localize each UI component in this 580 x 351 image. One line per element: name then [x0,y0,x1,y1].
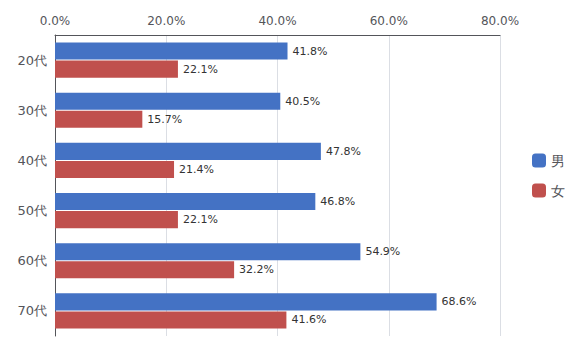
svg-text:80.0%: 80.0% [481,14,519,28]
svg-text:46.8%: 46.8% [320,195,355,208]
svg-text:32.2%: 32.2% [239,263,274,276]
svg-text:50代: 50代 [17,203,47,218]
svg-text:47.8%: 47.8% [326,145,361,158]
svg-text:20.0%: 20.0% [147,14,185,28]
svg-text:22.1%: 22.1% [183,213,218,226]
svg-text:15.7%: 15.7% [147,113,182,126]
svg-text:40.0%: 40.0% [258,14,296,28]
svg-text:60代: 60代 [17,253,47,268]
svg-text:女: 女 [551,183,565,199]
svg-text:60.0%: 60.0% [370,14,408,28]
svg-text:20代: 20代 [17,53,47,68]
svg-text:男: 男 [551,153,565,169]
svg-text:68.6%: 68.6% [442,295,477,308]
svg-text:41.8%: 41.8% [293,45,328,58]
svg-text:40代: 40代 [17,153,47,168]
svg-text:54.9%: 54.9% [365,245,400,258]
svg-text:40.5%: 40.5% [285,95,320,108]
svg-text:30代: 30代 [17,103,47,118]
svg-text:0.0%: 0.0% [40,14,71,28]
svg-text:41.6%: 41.6% [291,313,326,326]
svg-text:22.1%: 22.1% [183,63,218,76]
svg-text:21.4%: 21.4% [179,163,214,176]
svg-text:70代: 70代 [17,303,47,318]
